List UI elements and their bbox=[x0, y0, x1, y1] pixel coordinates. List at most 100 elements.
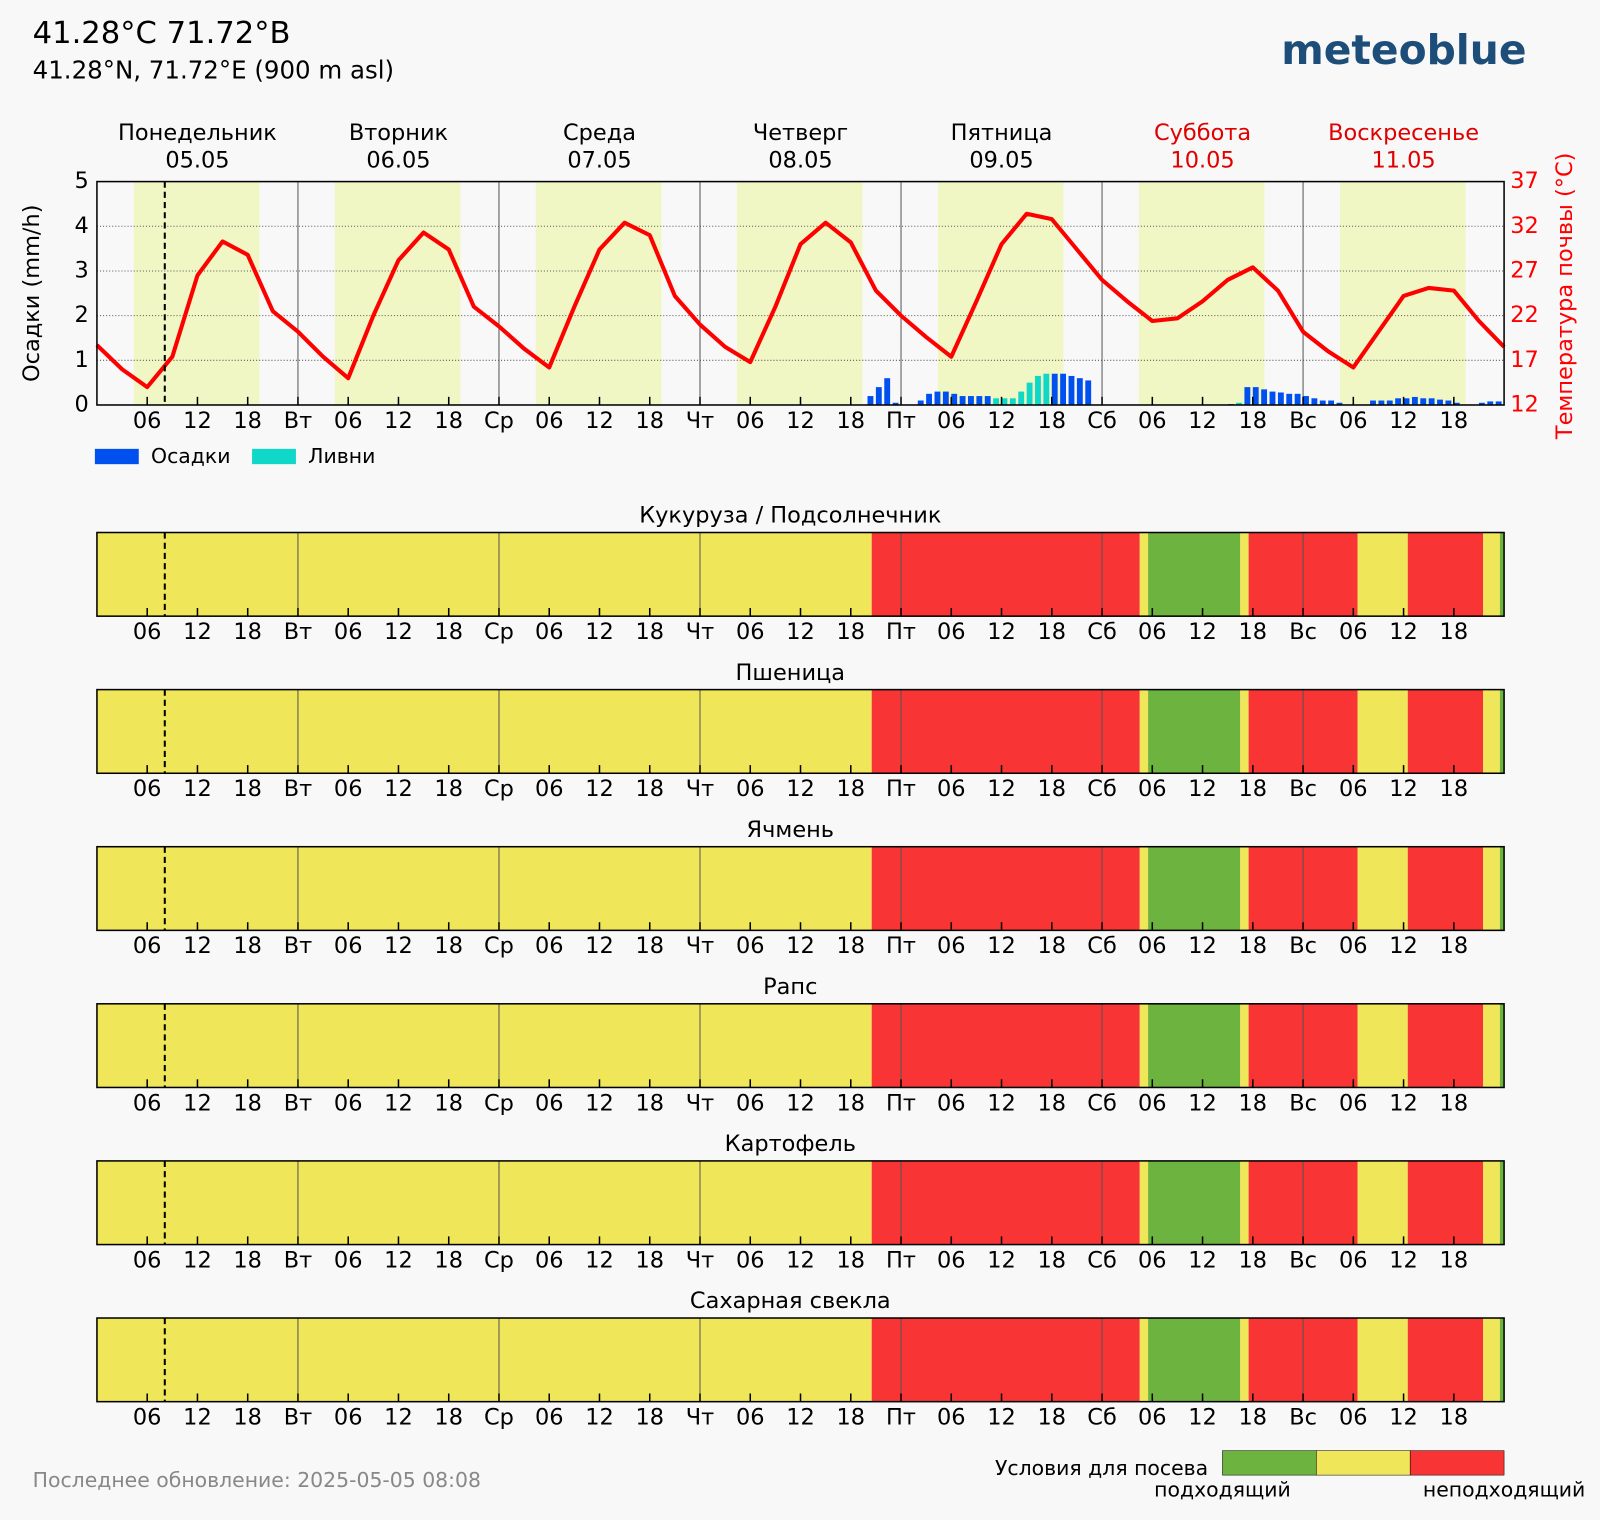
x-tick-label: 18 bbox=[1038, 776, 1067, 802]
x-tick-label: Пт bbox=[886, 1247, 916, 1273]
x-tick-label: Ср bbox=[484, 1090, 514, 1116]
x-tick-label: Чт bbox=[686, 1404, 714, 1430]
x-tick-label: Ср bbox=[484, 776, 514, 802]
x-tick-label: Сб bbox=[1087, 933, 1117, 959]
x-tick-label: 06 bbox=[1339, 1090, 1368, 1116]
precip-bar bbox=[1403, 398, 1410, 405]
y-tick-label: 3 bbox=[74, 257, 88, 283]
x-tick-label: Вт bbox=[284, 776, 312, 802]
x-tick-label: 18 bbox=[233, 1247, 262, 1273]
precip-bar bbox=[1453, 402, 1460, 405]
x-tick-label: 18 bbox=[233, 1404, 262, 1430]
x-tick-label: 06 bbox=[133, 1404, 162, 1430]
condition-segment bbox=[871, 689, 1140, 774]
x-tick-label: 06 bbox=[334, 776, 363, 802]
x-tick-label: Чт bbox=[686, 776, 714, 802]
day-name: Воскресенье bbox=[1328, 120, 1479, 146]
x-tick-label: Вт bbox=[284, 1090, 312, 1116]
x-tick-label: Вс bbox=[1289, 933, 1317, 959]
precip-bar bbox=[1428, 398, 1435, 405]
x-tick-label: Пт bbox=[886, 933, 916, 959]
x-tick-label: Сб bbox=[1087, 1090, 1117, 1116]
x-tick-label: 12 bbox=[183, 776, 212, 802]
x-tick-label: 12 bbox=[786, 619, 815, 645]
condition-segment bbox=[1148, 1318, 1241, 1402]
x-tick-label: 18 bbox=[434, 776, 463, 802]
x-tick-label: 12 bbox=[987, 1247, 1016, 1273]
x-tick-label: 18 bbox=[1239, 619, 1268, 645]
x-tick-label: 06 bbox=[937, 776, 966, 802]
x-tick-label: 06 bbox=[1339, 1247, 1368, 1273]
x-tick-label: 06 bbox=[133, 1090, 162, 1116]
x-tick-label: Вт bbox=[284, 1247, 312, 1273]
x-tick-label: 18 bbox=[1440, 408, 1469, 434]
x-tick-label: 06 bbox=[334, 408, 363, 434]
x-tick-label: Ср bbox=[484, 619, 514, 645]
x-tick-label: 06 bbox=[334, 1090, 363, 1116]
day-name: Пятница bbox=[951, 120, 1053, 146]
daylight bbox=[535, 181, 662, 405]
x-tick-label: 06 bbox=[937, 1404, 966, 1430]
x-tick-label: 06 bbox=[334, 933, 363, 959]
x-tick-label: 12 bbox=[183, 619, 212, 645]
x-tick-label: 12 bbox=[183, 1247, 212, 1273]
x-tick-label: 18 bbox=[1440, 619, 1469, 645]
x-tick-label: 06 bbox=[535, 776, 564, 802]
panel-title: Сахарная свекла bbox=[690, 1288, 891, 1314]
x-tick-label: 18 bbox=[434, 408, 463, 434]
x-tick-label: Ср bbox=[484, 1247, 514, 1273]
x-tick-label: 12 bbox=[987, 776, 1016, 802]
x-tick-label: 18 bbox=[836, 408, 865, 434]
precip-bar bbox=[1018, 391, 1025, 405]
x-tick-label: 12 bbox=[384, 1247, 413, 1273]
condition-segment bbox=[1483, 1003, 1500, 1088]
panel-title: Ячмень bbox=[747, 817, 834, 843]
y2-tick-label: 32 bbox=[1510, 213, 1539, 239]
x-tick-label: 18 bbox=[1038, 1090, 1067, 1116]
x-tick-label: 12 bbox=[183, 408, 212, 434]
condition-segment bbox=[96, 1318, 872, 1402]
day-name: Суббота bbox=[1154, 120, 1251, 146]
x-tick-label: Вт bbox=[284, 408, 312, 434]
condition-segment bbox=[871, 846, 1140, 931]
x-tick-label: 12 bbox=[1188, 776, 1217, 802]
x-tick-label: Сб bbox=[1087, 776, 1117, 802]
x-tick-label: 18 bbox=[233, 619, 262, 645]
x-tick-label: Сб bbox=[1087, 1247, 1117, 1273]
precip-bar bbox=[1035, 375, 1041, 405]
y2-tick-label: 17 bbox=[1510, 347, 1539, 373]
precip-bar bbox=[934, 391, 941, 405]
x-tick-label: 12 bbox=[585, 408, 614, 434]
x-tick-label: Ср bbox=[484, 933, 514, 959]
condition-segment bbox=[96, 1160, 872, 1245]
condition-segment bbox=[96, 689, 872, 774]
x-tick-label: 12 bbox=[786, 1090, 815, 1116]
condition-segment bbox=[1148, 1003, 1241, 1088]
day-date: 07.05 bbox=[567, 148, 631, 174]
condition-segment bbox=[1139, 532, 1149, 617]
x-tick-label: 12 bbox=[1389, 1404, 1418, 1430]
condition-segment bbox=[1483, 1160, 1500, 1245]
x-tick-label: 06 bbox=[334, 1247, 363, 1273]
x-tick-label: 06 bbox=[535, 1404, 564, 1430]
y-tick-label: 5 bbox=[74, 168, 88, 194]
y2-tick-label: 12 bbox=[1510, 391, 1539, 417]
x-tick-label: 06 bbox=[736, 933, 765, 959]
x-tick-label: 12 bbox=[384, 933, 413, 959]
title: 41.28°C 71.72°B bbox=[33, 16, 291, 51]
condition-segment bbox=[96, 846, 872, 931]
y-tick-label: 1 bbox=[74, 347, 88, 373]
x-tick-label: 06 bbox=[736, 776, 765, 802]
x-tick-label: 12 bbox=[585, 1404, 614, 1430]
x-tick-label: 06 bbox=[1339, 776, 1368, 802]
x-tick-label: 06 bbox=[1138, 776, 1167, 802]
precip-bar bbox=[984, 396, 991, 405]
y-tick-label: 2 bbox=[74, 302, 88, 328]
x-tick-label: 18 bbox=[1440, 776, 1469, 802]
precip-bar bbox=[1068, 375, 1075, 405]
x-tick-label: 12 bbox=[585, 776, 614, 802]
x-tick-label: 12 bbox=[987, 1090, 1016, 1116]
panel-title: Картофель bbox=[725, 1131, 856, 1157]
x-tick-label: 18 bbox=[434, 933, 463, 959]
